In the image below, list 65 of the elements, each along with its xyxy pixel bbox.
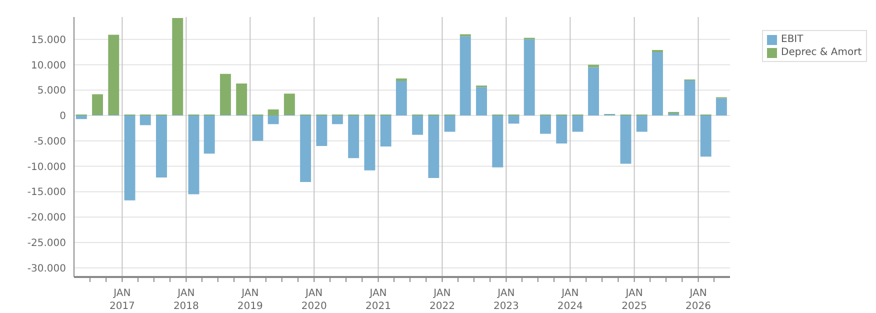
bar <box>188 116 200 194</box>
bar <box>684 80 696 116</box>
y-tick-label: -25.000 <box>27 238 66 250</box>
y-tick-label: -30.000 <box>27 263 66 274</box>
x-tick-label: JAN 2023 <box>493 288 519 312</box>
bar <box>588 67 599 116</box>
bar <box>156 116 167 178</box>
bar <box>476 87 487 116</box>
bar <box>204 116 215 154</box>
y-tick-label: -15.000 <box>27 187 66 198</box>
bar <box>124 116 136 200</box>
bar <box>76 116 87 120</box>
bar <box>332 116 343 124</box>
bar <box>396 80 407 116</box>
y-tick-label: 15.000 <box>31 34 66 46</box>
bar <box>236 84 248 116</box>
bar <box>428 116 440 178</box>
legend-label: Deprec & Amort <box>781 47 862 58</box>
bar <box>700 116 712 157</box>
bar <box>524 39 535 116</box>
bar <box>620 116 632 164</box>
y-tick-label: 10.000 <box>31 60 66 72</box>
bar <box>572 116 584 132</box>
bar <box>508 116 520 124</box>
x-tick-label: JAN 2022 <box>429 288 455 312</box>
bar <box>444 116 456 132</box>
bar <box>556 116 568 144</box>
x-tick-label: JAN 2021 <box>366 288 391 312</box>
y-tick-label: -10.000 <box>27 162 66 173</box>
x-tick-label: JAN 2018 <box>173 288 199 312</box>
x-tick-label: JAN 2025 <box>622 288 648 312</box>
bar <box>316 116 328 146</box>
bar <box>412 116 424 135</box>
bar <box>220 74 231 116</box>
bar <box>172 18 184 116</box>
bar <box>380 116 392 146</box>
bar <box>460 36 471 116</box>
bar <box>540 116 551 134</box>
bar <box>284 94 295 116</box>
bar <box>252 116 264 141</box>
bar <box>636 116 648 132</box>
bar <box>140 116 151 126</box>
bar <box>668 113 680 116</box>
legend-label: EBIT <box>781 34 804 45</box>
bar <box>588 64 599 68</box>
bar <box>268 116 279 124</box>
bar <box>716 98 727 116</box>
y-tick-label: 5.000 <box>37 86 66 97</box>
bar <box>268 109 279 116</box>
bar <box>92 94 103 116</box>
x-tick-label: JAN 2024 <box>557 288 583 312</box>
x-tick-label: JAN 2026 <box>686 288 712 312</box>
y-tick-label: -5.000 <box>34 136 66 148</box>
bar <box>652 52 663 116</box>
bar <box>348 116 360 158</box>
bar <box>396 78 407 81</box>
x-tick-label: JAN 2017 <box>109 288 135 312</box>
bar <box>492 116 504 168</box>
bar <box>108 34 120 116</box>
x-tick-label: JAN 2020 <box>301 288 327 312</box>
y-tick-label: -20.000 <box>27 212 66 224</box>
bar <box>364 116 376 170</box>
x-tick-label: JAN 2019 <box>237 288 263 312</box>
bar <box>300 116 312 182</box>
y-tick-label: 0 <box>60 111 66 122</box>
